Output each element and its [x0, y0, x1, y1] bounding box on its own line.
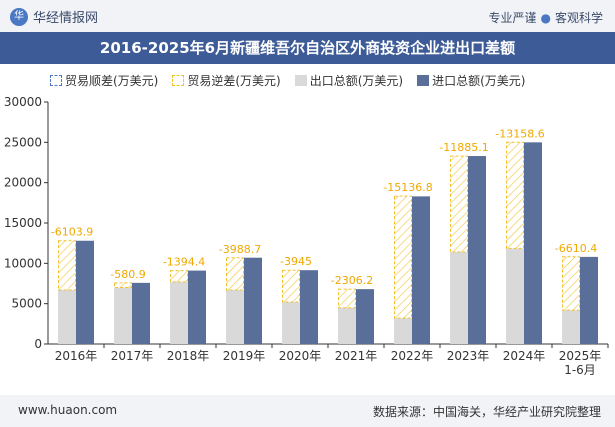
legend-item-deficit: 贸易逆差(万美元)	[172, 72, 281, 89]
x-tick-label: 2017年	[111, 349, 154, 363]
bar-deficit	[114, 282, 132, 289]
legend-swatch-import	[417, 75, 430, 86]
bar-import	[412, 196, 430, 344]
legend-label-surplus: 贸易顺差(万美元)	[65, 74, 159, 88]
bar-import	[468, 156, 486, 344]
brand: 华 华经情报网	[10, 7, 98, 26]
bar-export	[450, 252, 468, 344]
bar-import	[580, 256, 598, 344]
tag-objective: 客观科学	[554, 11, 603, 25]
data-label-deficit: -1394.4	[163, 256, 205, 269]
brand-name: 华经情报网	[33, 11, 99, 26]
chart-title: 2016-2025年6月新疆维吾尔自治区外商投资企业进出口差额	[99, 39, 516, 57]
data-label-deficit: -2306.2	[331, 274, 373, 287]
bar-import	[300, 270, 318, 344]
data-label-deficit: -3945	[280, 255, 312, 268]
legend-label-export: 出口总额(万美元)	[309, 74, 404, 88]
bar-export	[58, 289, 76, 344]
data-label-deficit: -6103.9	[51, 226, 93, 239]
bar-deficit	[282, 269, 300, 303]
chart-legend: 贸易顺差(万美元) 贸易逆差(万美元) 出口总额(万美元) 进口总额(万美元)	[50, 72, 526, 89]
data-label-deficit: -6610.4	[555, 242, 597, 255]
legend-label-deficit: 贸易逆差(万美元)	[187, 74, 281, 88]
bar-deficit	[506, 141, 524, 249]
tag-professional: 专业严谨	[488, 11, 537, 25]
x-tick-label: 2021年	[335, 349, 378, 363]
legend-swatch-export	[294, 75, 307, 86]
tagline: 专业严谨 ● 客观科学	[488, 9, 603, 26]
data-label-deficit: -580.9	[110, 268, 145, 281]
bar-deficit	[394, 195, 412, 319]
x-tick-label: 2018年	[167, 349, 210, 363]
bar-export	[506, 248, 524, 344]
bar-deficit	[58, 240, 76, 291]
legend-swatch-surplus	[50, 75, 62, 86]
y-tick-label: 0	[34, 337, 42, 351]
data-label-deficit: -15136.8	[383, 181, 432, 194]
x-tick-label: 2024年	[503, 349, 546, 363]
x-tick-label: 2022年	[391, 349, 434, 363]
footer-bar: www.huaon.com 数据来源：中国海关，华经产业研究院整理	[0, 395, 615, 427]
data-label-deficit: -3988.7	[219, 243, 261, 256]
bar-import	[524, 142, 542, 344]
legend-swatch-deficit	[172, 75, 185, 86]
bar-import	[188, 270, 206, 344]
bar-deficit	[450, 155, 468, 253]
bar-export	[562, 310, 580, 344]
bar-deficit	[226, 257, 244, 291]
data-label-deficit: -13158.6	[495, 127, 544, 140]
x-tick-label: 2016年	[55, 349, 98, 363]
y-tick-label: 10000	[4, 256, 42, 270]
bar-deficit	[338, 288, 356, 309]
legend-label-import: 进口总额(万美元)	[432, 74, 526, 88]
bar-deficit	[170, 270, 188, 283]
bar-import	[244, 257, 262, 344]
y-tick-label: 20000	[4, 176, 42, 190]
title-bar: 2016-2025年6月新疆维吾尔自治区外商投资企业进出口差额	[0, 32, 615, 64]
bar-export	[226, 289, 244, 344]
legend-item-import: 进口总额(万美元)	[417, 72, 526, 89]
bar-export	[114, 287, 132, 344]
site-url: www.huaon.com	[18, 403, 118, 417]
x-tick-label: 2025年	[559, 349, 602, 363]
x-tick-label: 2020年	[279, 349, 322, 363]
y-tick-label: 5000	[11, 297, 42, 311]
x-tick-label: 2023年	[447, 349, 490, 363]
bar-export	[170, 281, 188, 344]
data-source: 数据来源：中国海关，华经产业研究院整理	[372, 405, 601, 419]
legend-item-export: 出口总额(万美元)	[294, 72, 404, 89]
logo-icon: 华	[10, 7, 28, 26]
y-tick-label: 15000	[4, 216, 42, 230]
top-bar: 华 华经情报网 专业严谨 ● 客观科学	[0, 0, 615, 32]
bar-export	[282, 302, 300, 344]
y-tick-label: 25000	[4, 135, 42, 149]
bar-chart: 0 5000 10000 15000 20000 25000 30000 -6103.9 20…	[4, 95, 609, 377]
x-tick-label: 1-6月	[564, 363, 596, 377]
dot-separator-icon: ●	[540, 11, 551, 25]
bar-export	[394, 318, 412, 344]
legend-item-surplus: 贸易顺差(万美元)	[50, 72, 158, 89]
bar-export	[338, 307, 356, 344]
bar-deficit	[562, 256, 580, 311]
bar-import	[76, 240, 94, 344]
bar-import	[356, 289, 374, 344]
bar-import	[132, 282, 150, 344]
x-tick-label: 2019年	[223, 349, 266, 363]
data-label-deficit: -11885.1	[439, 141, 488, 154]
y-tick-label: 30000	[4, 95, 42, 109]
